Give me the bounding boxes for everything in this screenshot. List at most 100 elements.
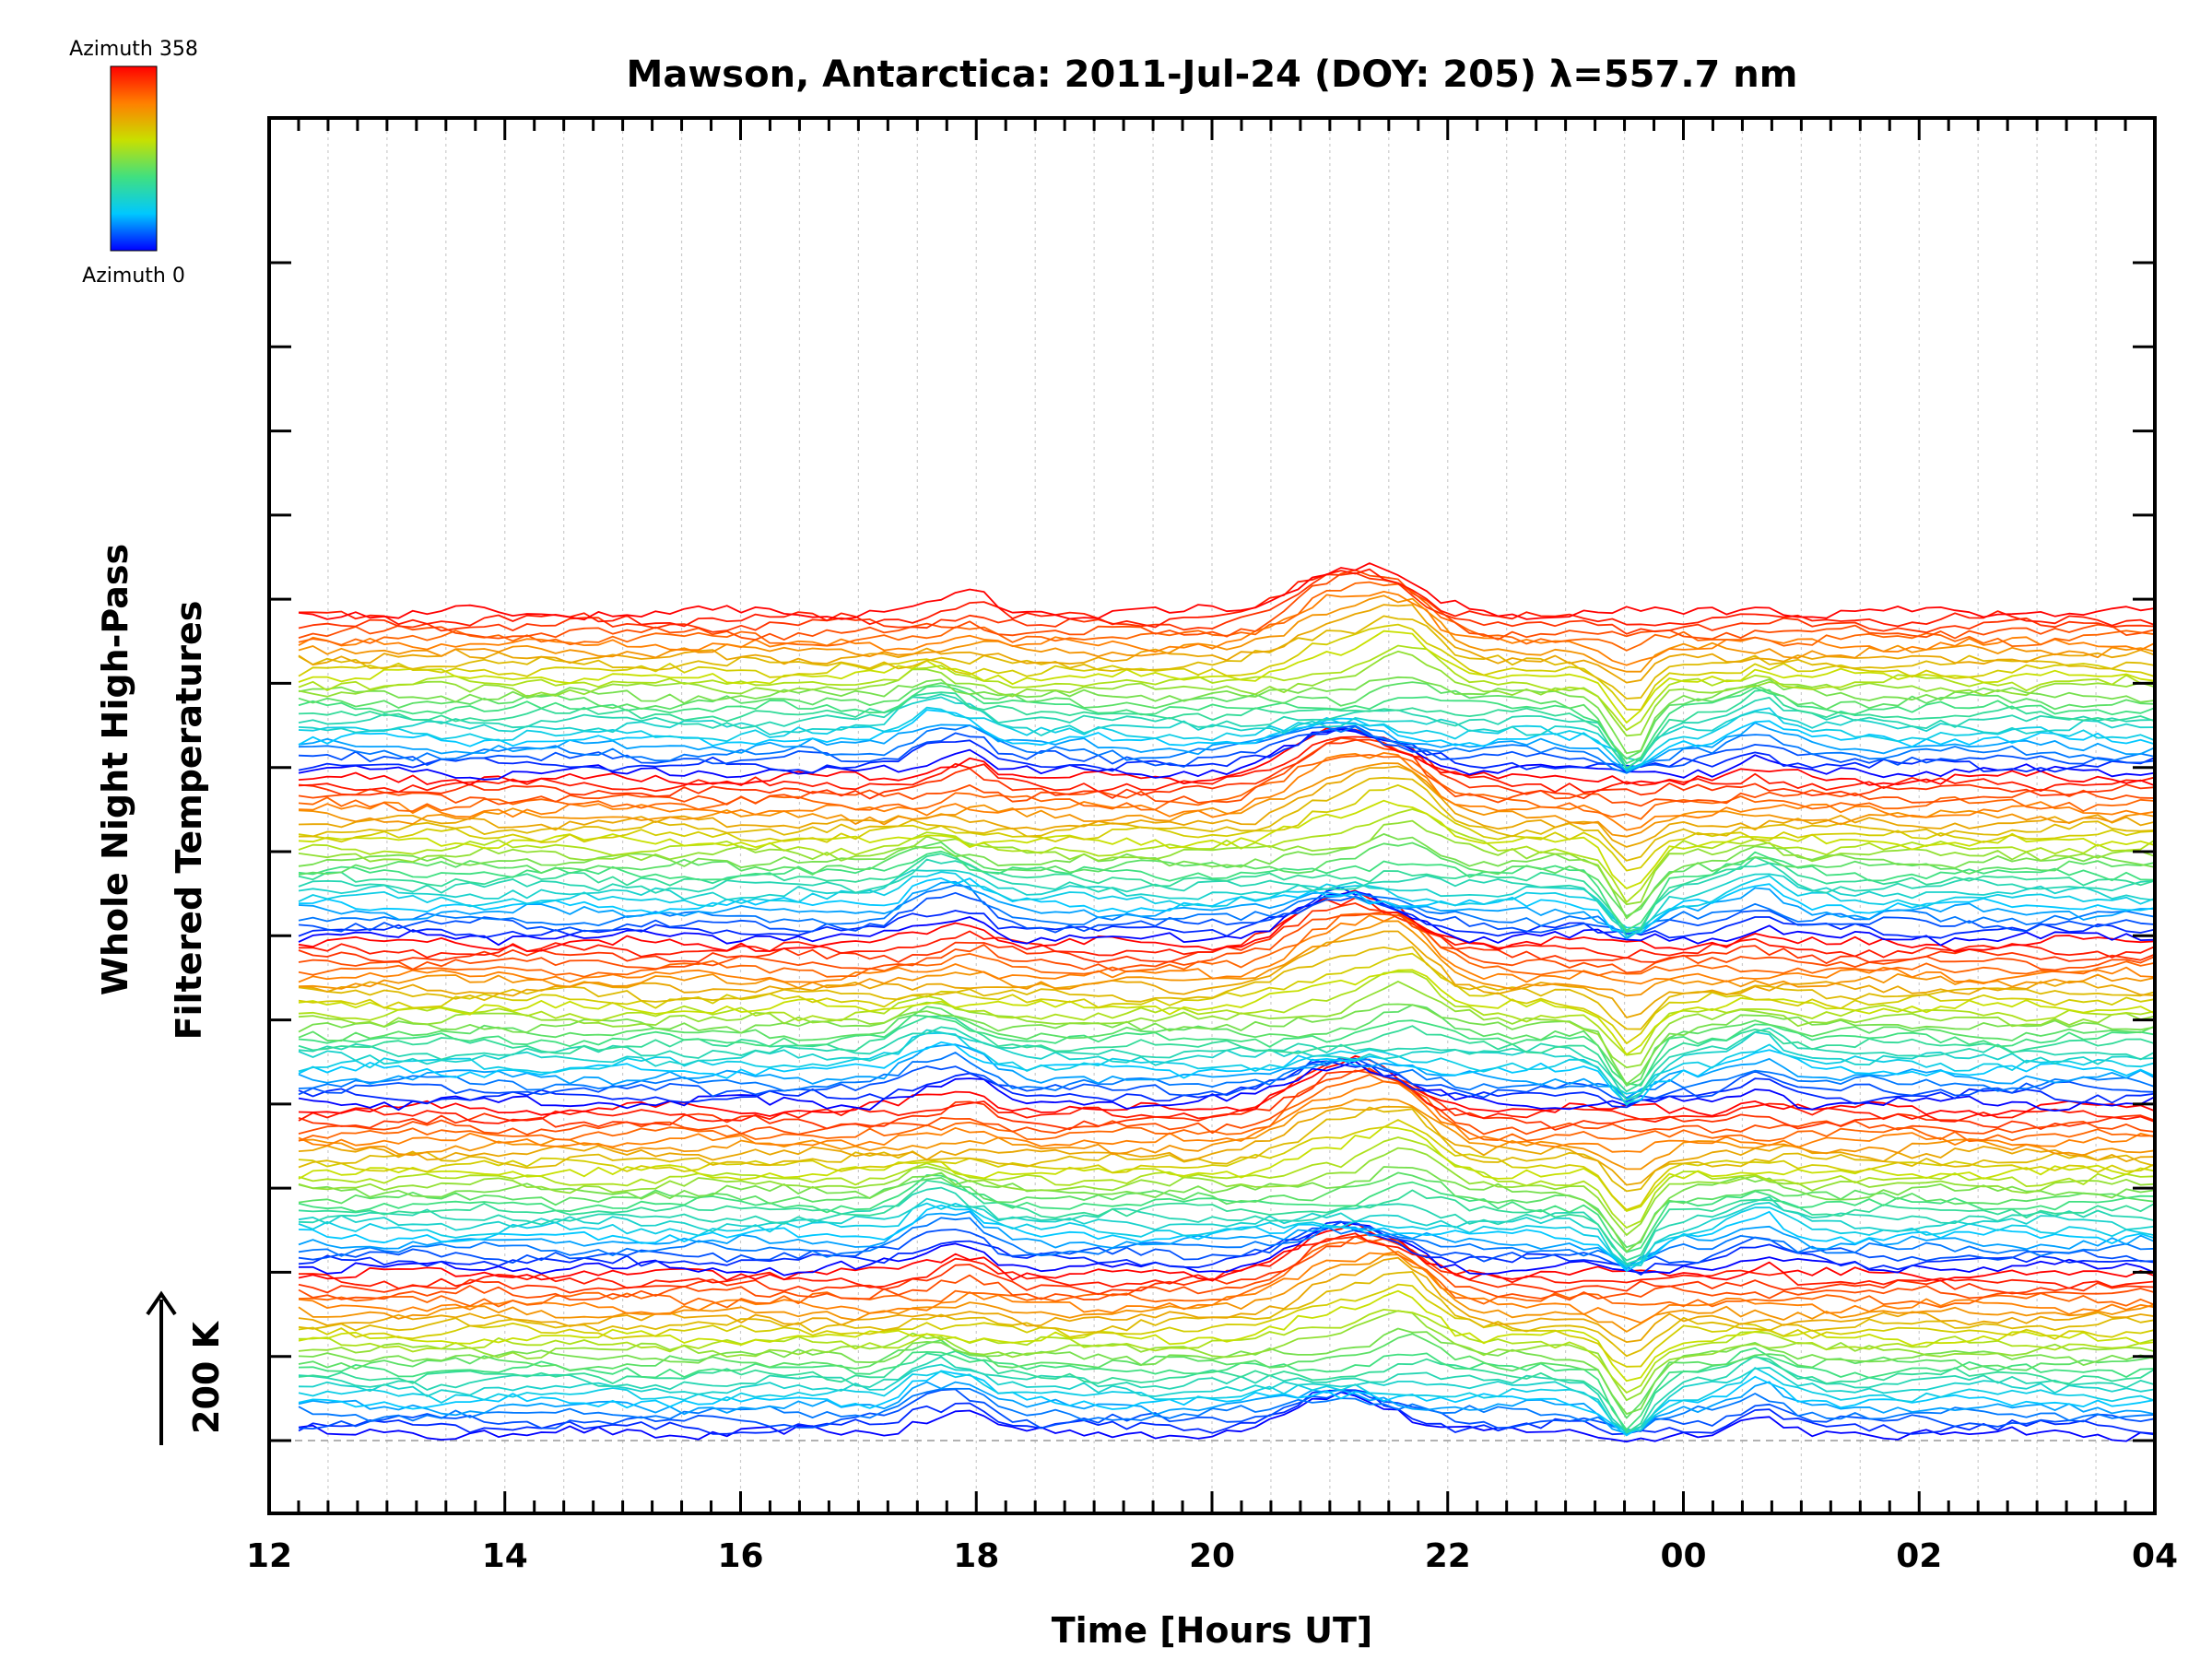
colorbar-bottom-label: Azimuth 0 [82, 265, 185, 288]
trace-line [299, 897, 2155, 959]
trace-line [298, 1221, 2155, 1282]
trace-line [298, 1387, 2155, 1431]
ticks [267, 118, 2157, 1513]
trace-line [298, 1283, 2155, 1368]
trace-line [298, 1043, 2155, 1100]
y-axis-label-line1: Whole Night High-Pass [95, 544, 135, 995]
trace-line [298, 920, 2155, 997]
trace-line [298, 880, 2155, 940]
trace-line [298, 1119, 2155, 1211]
trace-line [298, 1355, 2155, 1433]
trace-line [298, 911, 2155, 974]
trace-line [298, 1147, 2155, 1236]
trace-line [298, 726, 2155, 774]
trace-line [298, 871, 2155, 929]
trace-line [298, 650, 2155, 737]
trace-line [298, 971, 2155, 1056]
trace-line [298, 853, 2155, 934]
trace-line [298, 1060, 2155, 1112]
y-axis-label-line2: Filtered Temperatures [169, 601, 209, 1041]
trace-line [298, 1057, 2155, 1124]
trace-line [298, 1171, 2155, 1249]
trace-line [298, 562, 2155, 621]
trace-line [298, 752, 2155, 831]
trace-line [298, 693, 2155, 770]
trace-line [298, 891, 2155, 935]
trace-line [298, 1240, 2155, 1309]
trace-line [298, 1253, 2155, 1333]
x-tick-label: 14 [482, 1537, 528, 1575]
trace-line [298, 841, 2155, 917]
x-tick-label: 12 [246, 1537, 292, 1575]
trace-line [298, 850, 2155, 932]
trace-line [298, 1310, 2155, 1402]
trace-line [298, 969, 2155, 1055]
trace-line [298, 877, 2155, 935]
trace-line [298, 1003, 2155, 1086]
trace-line [298, 738, 2155, 800]
trace-line [298, 1125, 2155, 1212]
trace-line [298, 724, 2155, 772]
trace-line [298, 591, 2155, 666]
trace-line [298, 1074, 2155, 1143]
trace-line [298, 1202, 2155, 1268]
trace-line [298, 952, 2155, 1044]
trace-line [298, 1391, 2155, 1443]
trace-line [298, 1217, 2155, 1268]
trace-line [298, 1289, 2155, 1382]
trace-line [298, 724, 2155, 774]
trace-line [298, 569, 2155, 641]
trace-line [298, 765, 2155, 848]
x-axis-label: Time [Hours UT] [1052, 1610, 1373, 1651]
trace-line [298, 571, 2155, 635]
trace-line [298, 1106, 2155, 1193]
chart-title: Mawson, Antarctica: 2011-Jul-24 (DOY: 20… [627, 53, 1798, 96]
trace-line [298, 1004, 2155, 1087]
trace-line [298, 1204, 2155, 1272]
trace-line [298, 1180, 2155, 1262]
trace-line [298, 754, 2155, 820]
trace-line [298, 1233, 2155, 1296]
trace-line [298, 1136, 2155, 1229]
colorbar [110, 65, 158, 252]
trace-line [298, 685, 2155, 765]
trace-line [298, 889, 2155, 953]
x-tick-label: 02 [1896, 1537, 1942, 1575]
x-tick-label: 00 [1660, 1537, 1706, 1575]
x-tick-label: 04 [2132, 1537, 2178, 1575]
x-tick-label: 22 [1425, 1537, 1471, 1575]
trace-line [298, 776, 2155, 862]
trace-line [298, 594, 2155, 673]
trace-line [298, 1166, 2155, 1253]
trace-line [298, 1363, 2155, 1431]
trace-line [298, 912, 2155, 978]
trace-line [298, 808, 2155, 903]
trace-line [298, 784, 2155, 872]
trace-line [298, 1080, 2155, 1153]
plot-frame [267, 116, 2157, 1515]
trace-line [298, 1235, 2155, 1301]
trace-line [298, 623, 2155, 711]
trace-line [298, 1256, 2155, 1343]
trace-line [298, 799, 2155, 889]
trace-line [298, 819, 2155, 906]
trace-line [298, 1197, 2155, 1266]
trace-line [298, 1174, 2155, 1253]
trace-line [298, 1367, 2155, 1434]
trace-line [298, 1054, 2155, 1117]
trace-line [298, 946, 2155, 1030]
x-tick-label: 16 [717, 1537, 763, 1575]
trace-line [298, 727, 2155, 787]
trace-line [298, 1210, 2155, 1270]
trace-line [298, 1309, 2155, 1394]
trace-line [298, 1389, 2155, 1436]
trace-line [298, 1232, 2155, 1289]
trace-line [298, 1381, 2155, 1435]
trace-line [298, 930, 2155, 1018]
trace-line [298, 737, 2155, 807]
trace-line [298, 913, 2155, 985]
trace-line [298, 676, 2155, 755]
trace-line [298, 981, 2155, 1069]
trace-line [298, 722, 2155, 771]
